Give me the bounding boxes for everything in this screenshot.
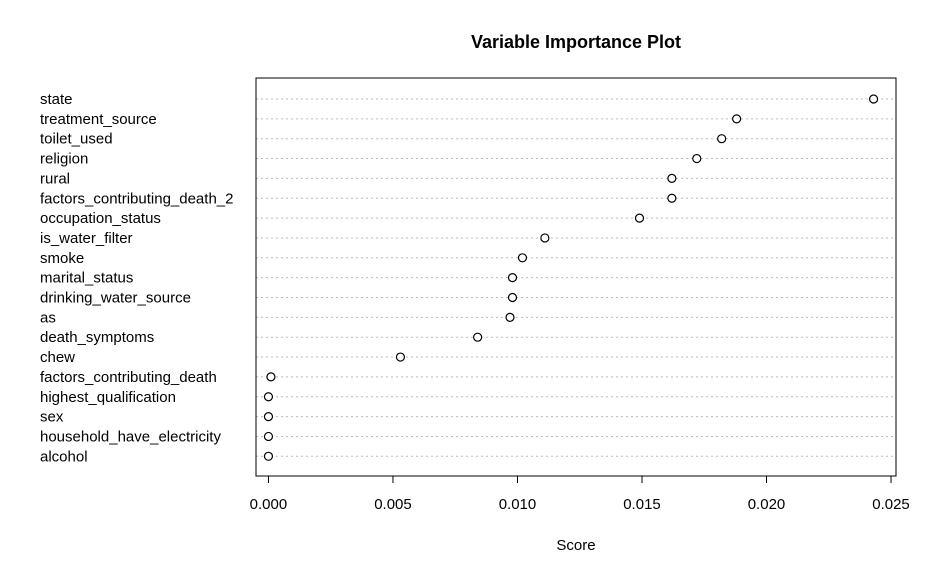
data-point [263,412,274,422]
variable-label: marital_status [40,270,133,287]
data-point [692,153,702,164]
x-axis-label: Score [556,537,595,554]
data-point [717,134,727,144]
data-point [263,451,274,461]
variable-label: household_have_electricity [40,428,221,445]
variable-label: chew [40,349,75,366]
variable-label: death_symptoms [40,329,154,346]
variable-label: sex [40,409,64,426]
data-point [505,312,515,322]
variable-label: smoke [40,250,84,267]
x-tick-label: 0.020 [748,496,786,513]
x-tick-label: 0.025 [872,496,910,513]
data-point [868,94,879,104]
x-tick-label: 0.005 [374,496,412,513]
x-tick-label: 0.010 [499,496,537,513]
data-points [263,94,879,461]
x-tick-label: 0.015 [623,496,661,513]
grid-lines [256,98,896,457]
data-point [732,114,742,124]
data-point [473,332,483,342]
chart-title: Variable Importance Plot [471,32,681,52]
variable-label: toilet_used [40,131,113,148]
variable-label: state [40,91,73,108]
data-point [540,233,550,243]
variable-label: treatment_source [40,111,157,128]
data-point [667,193,677,203]
data-point [507,292,518,303]
variable-label: highest_qualification [40,389,176,406]
variable-label: alcohol [40,448,88,465]
variable-label: religion [40,151,88,168]
data-point [507,273,518,283]
data-point [263,431,274,442]
data-point [395,352,406,362]
data-point [263,392,274,402]
data-point [634,213,645,223]
x-tick-label: 0.000 [250,496,288,513]
x-axis: 0.000 0.005 0.010 0.015 0.020 0.025 [250,475,910,513]
variable-label: rural [40,170,70,187]
variable-labels: state treatment_source toilet_used religion… [40,91,233,465]
variable-label: drinking_water_source [40,290,191,307]
variable-label: occupation_status [40,210,161,227]
variable-label: as [40,309,56,326]
data-point [517,253,528,263]
variable-label: is_water_filter [40,230,133,247]
variable-label: factors_contributing_death_2 [40,190,233,207]
data-point [667,173,677,183]
variable-label: factors_contributing_death [40,369,217,386]
data-point [266,372,276,382]
